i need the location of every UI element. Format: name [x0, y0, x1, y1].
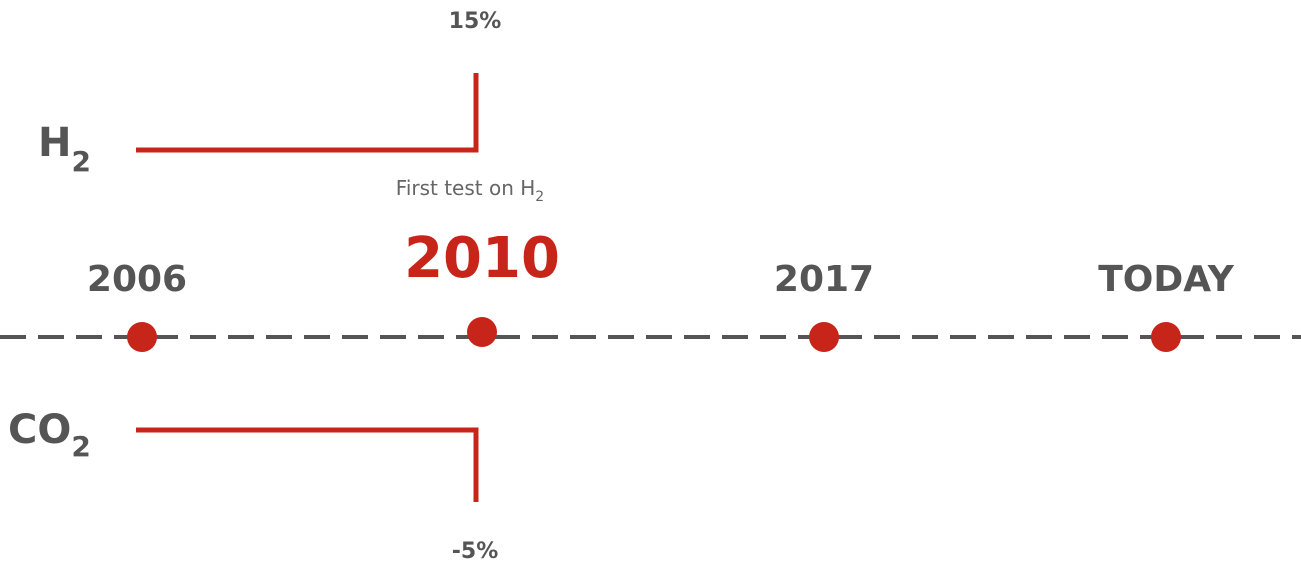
milestone-dot: [127, 322, 157, 352]
h2-note-sub: 2: [535, 189, 544, 205]
co2-label: CO2: [8, 407, 91, 463]
milestone-label: TODAY: [1098, 259, 1234, 300]
h2-label-main: H: [38, 120, 71, 166]
h2-bracket: [136, 73, 479, 153]
milestone-dot: [1151, 322, 1181, 352]
h2-note-main: First test on H: [396, 176, 536, 200]
h2-label: H2: [38, 120, 91, 178]
milestone-dot: [467, 317, 497, 347]
h2-note: First test on H2: [396, 176, 544, 206]
milestone-label: 2017: [774, 259, 874, 300]
co2-value: -5%: [452, 539, 498, 564]
h2-value: 15%: [449, 9, 502, 34]
h2-label-sub: 2: [71, 145, 90, 178]
co2-label-sub: 2: [71, 430, 90, 463]
milestone-label-highlight: 2010: [404, 226, 560, 291]
co2-label-main: CO: [8, 407, 71, 453]
milestone-dot: [809, 322, 839, 352]
milestone-label: 2006: [87, 259, 187, 300]
co2-bracket: [136, 427, 479, 502]
